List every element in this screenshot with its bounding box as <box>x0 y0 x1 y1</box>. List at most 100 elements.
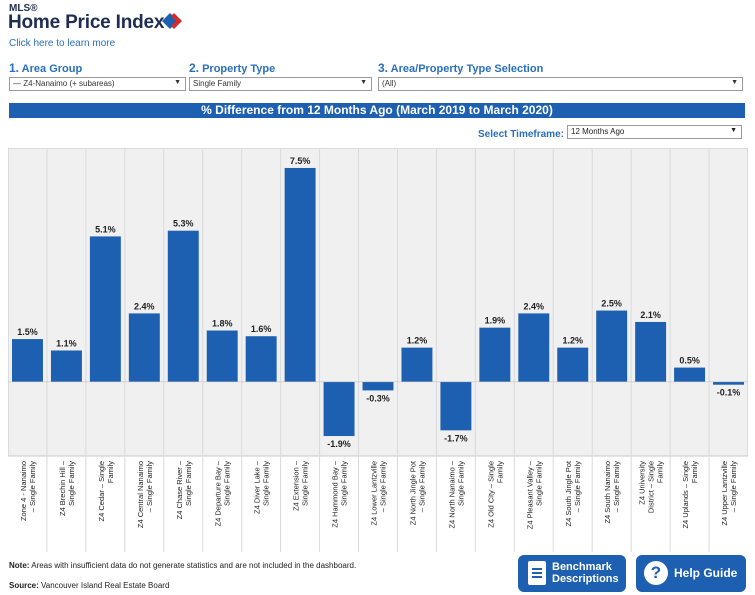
category-label: Z4 University District – Single Family <box>638 461 665 513</box>
footer-source: Source: Vancouver Island Real Estate Boa… <box>9 581 169 590</box>
bar[interactable] <box>635 321 667 382</box>
app-title: Home Price Index <box>8 12 165 33</box>
data-label: 1.8% <box>212 319 233 329</box>
source-text: Vancouver Island Real Estate Board <box>38 581 170 590</box>
data-label: -1.9% <box>327 439 351 449</box>
bar[interactable] <box>323 381 355 437</box>
selection-value: (All) <box>382 79 397 88</box>
dropdown-arrow-icon: ▼ <box>730 127 737 134</box>
area-group-label: Area Group <box>21 63 83 75</box>
data-label: -1.7% <box>444 433 468 443</box>
learn-more-link[interactable]: Click here to learn more <box>9 38 116 49</box>
mls-mark: MLS® <box>9 3 38 14</box>
data-label: 0.5% <box>679 356 700 366</box>
bar[interactable] <box>401 347 433 382</box>
bar[interactable] <box>284 167 316 382</box>
data-label: 5.3% <box>173 219 194 229</box>
data-label: -0.3% <box>366 393 390 403</box>
bar[interactable] <box>596 310 628 382</box>
category-label-line: Single Family <box>262 461 271 506</box>
property-type-filter: 2. Property Type Single Family ▼ <box>189 61 372 91</box>
property-type-value: Single Family <box>193 79 242 88</box>
bar[interactable] <box>674 367 706 382</box>
category-label: Z4 Departure Bay – Single Family <box>214 460 232 526</box>
data-label: 2.4% <box>524 301 545 311</box>
plot-area <box>8 148 748 457</box>
bar[interactable] <box>440 381 472 431</box>
category-label-line: Z4 Diver Lake – <box>253 460 262 514</box>
bar[interactable] <box>12 339 43 382</box>
benchmark-line1: Benchmark <box>552 561 612 573</box>
category-label: Z4 Old City – Single Family <box>486 461 504 528</box>
area-group-select[interactable]: — Z4-Nanaimo (+ subareas) ▼ <box>9 77 186 91</box>
timeframe-select[interactable]: 12 Months Ago ▼ <box>567 125 742 139</box>
bar[interactable] <box>518 313 550 382</box>
bar[interactable] <box>89 236 121 382</box>
category-label-line: – Single Family <box>28 461 37 513</box>
category-label-line: Zone 4 - Nanaimo <box>19 461 28 521</box>
category-label-line: Single Family <box>456 461 465 506</box>
area-group-filter: 1. Area Group — Z4-Nanaimo (+ subareas) … <box>9 61 186 91</box>
category-label: Zone 4 - Nanaimo – Single Family <box>19 461 37 521</box>
bar[interactable] <box>713 381 744 385</box>
data-label: 2.1% <box>640 310 661 320</box>
category-label-line: Z4 Lower Lantzville <box>370 461 379 526</box>
category-label-line: Family <box>495 461 504 483</box>
data-label: 5.1% <box>95 224 116 234</box>
category-label-line: Z4 Uplands – Single <box>681 461 690 529</box>
area-group-value: — Z4-Nanaimo (+ subareas) <box>13 79 115 88</box>
category-label-line: – Single Family <box>612 461 621 513</box>
category-label-line: – Single Family <box>417 461 426 513</box>
category-label-line: Z4 Old City – Single <box>486 461 495 528</box>
data-label: 1.2% <box>562 336 583 346</box>
bar[interactable] <box>479 327 511 382</box>
bar[interactable] <box>557 347 589 382</box>
category-label-line: Single Family <box>340 461 349 506</box>
category-label-line: Family <box>690 461 699 483</box>
benchmark-descriptions-button[interactable]: Benchmark Descriptions <box>518 555 626 592</box>
dropdown-arrow-icon: ▼ <box>731 79 738 86</box>
selection-select[interactable]: (All) ▼ <box>378 77 743 91</box>
category-label-line: Single Family <box>534 461 543 506</box>
category-label: Z4 Diver Lake – Single Family <box>253 460 271 514</box>
category-label-line: Z4 South Nanaimo <box>603 461 612 524</box>
category-label-line: Family <box>656 461 665 483</box>
chart-title-banner: % Difference from 12 Months Ago (March 2… <box>9 103 745 118</box>
category-label-line: Single Family <box>184 461 193 506</box>
category-label-line: District – Single <box>647 461 656 513</box>
category-label-line: – Single Family <box>145 461 154 513</box>
bar-chart: 1.5%Zone 4 - Nanaimo – Single Family1.1%Z… <box>8 148 748 552</box>
data-label: 1.2% <box>407 336 428 346</box>
property-type-select[interactable]: Single Family ▼ <box>189 77 372 91</box>
category-label: Z4 Upper Lantzville – Single Family <box>720 461 738 526</box>
category-label-line: – Single Family <box>573 461 582 513</box>
category-label-line: Single Family <box>67 461 76 506</box>
bar[interactable] <box>167 230 199 382</box>
note-label: Note: <box>9 561 30 570</box>
property-type-label: Property Type <box>202 63 276 75</box>
category-label: Z4 South Nanaimo – Single Family <box>603 461 621 524</box>
selection-filter: 3. Area/Property Type Selection (All) ▼ <box>378 61 743 91</box>
data-label: 2.4% <box>134 301 155 311</box>
category-label-line: Z4 Hammond Bay – <box>331 460 340 528</box>
help-guide-label: Help Guide <box>674 566 738 580</box>
help-guide-button[interactable]: ? Help Guide <box>636 555 746 592</box>
category-label-line: Z4 Chase River – <box>175 460 184 519</box>
bar[interactable] <box>362 381 394 391</box>
category-label-line: Single Family <box>223 461 232 506</box>
dropdown-arrow-icon: ▼ <box>174 79 181 86</box>
category-label-line: – Single Family <box>729 461 738 513</box>
bar[interactable] <box>128 313 160 382</box>
bar[interactable] <box>245 336 277 382</box>
category-label: Z4 Central Nanaimo – Single Family <box>136 461 154 528</box>
category-label: Z4 Lower Lantzville – Single Family <box>370 461 388 526</box>
category-label: Z4 Extension – Single Family <box>292 460 310 511</box>
category-label: Z4 Brechin Hill – Single Family <box>58 460 76 516</box>
category-label-line: Z4 Central Nanaimo <box>136 461 145 528</box>
category-label-line: Z4 North Jingle Pot <box>408 460 417 525</box>
category-label: Z4 North Jingle Pot – Single Family <box>408 460 426 525</box>
data-label: -0.1% <box>717 388 741 398</box>
bar[interactable] <box>50 350 82 382</box>
category-label-line: Z4 Extension – <box>292 460 301 511</box>
bar[interactable] <box>206 330 238 382</box>
